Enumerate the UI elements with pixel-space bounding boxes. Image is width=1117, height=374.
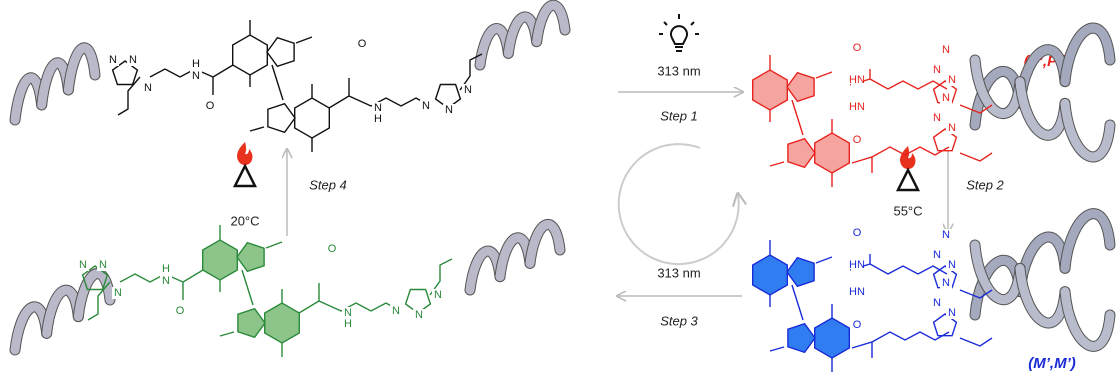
- aryl-ring: [203, 240, 238, 280]
- atom-label: N: [445, 104, 453, 116]
- atom-label: N: [948, 74, 956, 86]
- diagram: 313 nm Step 1 Step 2 55°C 313 nm Step 3 …: [0, 0, 1117, 374]
- atom-label: HN: [849, 74, 865, 86]
- atom-label: N: [933, 297, 941, 309]
- molecules: NNNNHOONHNNNNNNNHOONHNNNOHNHNONNNNNNOHNH…: [15, 5, 1110, 372]
- helix-coil: [68, 48, 95, 90]
- atom-label: O: [853, 319, 862, 331]
- state-label: (M’,M’): [1028, 355, 1075, 372]
- atom-label: N: [933, 249, 941, 261]
- atom-label: N: [114, 287, 122, 299]
- atom-label: HN: [849, 286, 865, 298]
- atom-label: N: [933, 64, 941, 76]
- cyclopentene: [788, 139, 815, 168]
- atom-label: H: [192, 58, 200, 70]
- atom-label: N: [933, 112, 941, 124]
- atom-label: H: [162, 263, 170, 275]
- atom-label: N: [162, 275, 170, 287]
- atom-label: H: [374, 113, 382, 125]
- atom-label: N: [948, 122, 956, 134]
- step-label: Step 4: [309, 177, 347, 192]
- atom-label: HN: [849, 101, 865, 113]
- cyclopentene: [787, 73, 814, 102]
- cyclopentene: [267, 38, 294, 67]
- heat-icon: [235, 142, 255, 186]
- condition: 313 nm: [657, 265, 700, 280]
- cyclopentene: [788, 324, 815, 353]
- light-icon: [659, 14, 699, 51]
- atom-label: N: [464, 84, 472, 96]
- aryl-ring: [815, 318, 850, 358]
- aryl-ring: [815, 133, 850, 173]
- atom-label: N: [79, 259, 87, 271]
- atom-label: N: [942, 44, 950, 56]
- atom-label: N: [422, 100, 430, 112]
- aryl-ring: [265, 303, 300, 343]
- atom-label: N: [942, 92, 950, 104]
- atom-label: O: [853, 134, 862, 146]
- atom-label: O: [328, 243, 337, 255]
- atom-label: N: [129, 54, 137, 66]
- step-label: Step 1: [660, 108, 698, 123]
- cyclopentene: [237, 243, 264, 272]
- atom-label: N: [948, 307, 956, 319]
- aryl-ring: [295, 98, 330, 138]
- helix-coil: [537, 5, 565, 41]
- aryl-ring: [233, 35, 268, 75]
- atom-label: H: [344, 318, 352, 330]
- aryl-ring: [753, 255, 788, 295]
- atom-label: O: [206, 100, 215, 112]
- atom-label: N: [942, 229, 950, 241]
- cyclopentene: [787, 258, 814, 287]
- cycle-arrow: [619, 144, 739, 264]
- atom-label: N: [109, 54, 117, 66]
- atom-label: O: [358, 38, 367, 50]
- atom-label: N: [99, 259, 107, 271]
- step-label: Step 3: [660, 313, 698, 328]
- atom-label: N: [434, 289, 442, 301]
- condition: 20°C: [230, 213, 259, 228]
- atom-label: O: [853, 227, 862, 239]
- atom-label: N: [948, 259, 956, 271]
- atom-label: O: [176, 305, 185, 317]
- aryl-ring: [753, 70, 788, 110]
- atom-label: N: [192, 70, 200, 82]
- atom-label: HN: [849, 259, 865, 271]
- atom-label: N: [415, 309, 423, 321]
- step-label: Step 2: [966, 177, 1004, 192]
- atom-label: N: [942, 277, 950, 289]
- atom-label: O: [853, 42, 862, 54]
- cyclopentene: [238, 309, 265, 338]
- condition: 313 nm: [657, 63, 700, 78]
- atom-label: N: [392, 305, 400, 317]
- cyclopentene: [268, 104, 295, 133]
- atom-label: N: [144, 82, 152, 94]
- condition: 55°C: [893, 203, 922, 218]
